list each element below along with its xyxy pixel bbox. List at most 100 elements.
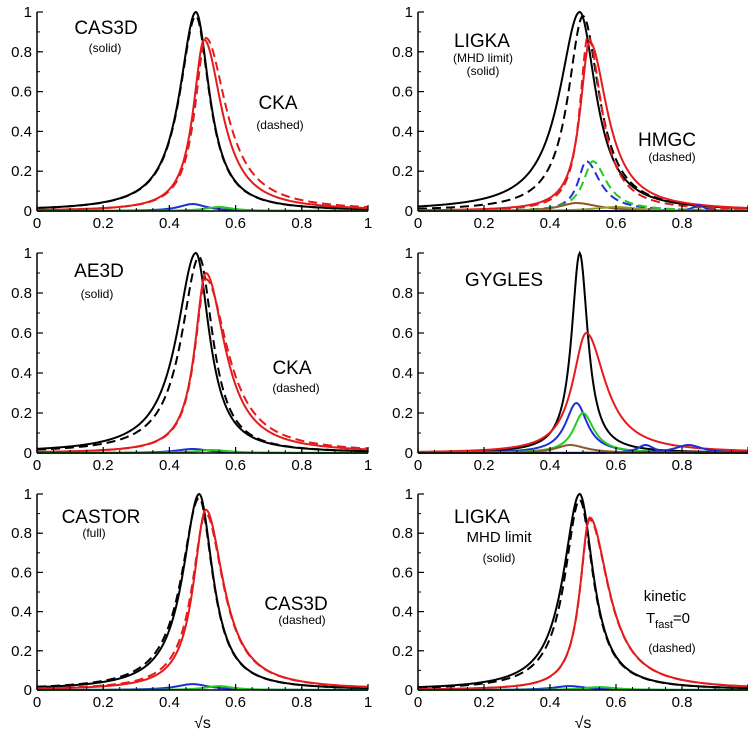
y-tick-label: 0.8 [11, 525, 32, 542]
annotation-title: CASTOR [62, 507, 141, 528]
x-tick-label: 0.6 [225, 457, 246, 474]
annotation-title: CAS3D [264, 594, 327, 615]
x-tick-label: 0.8 [672, 457, 693, 474]
annotation-subtitle: (dashed) [256, 118, 303, 132]
panel-top-right: 0 0.2 0.4 0.6 0.8 0 0.2 0.4 0.6 0.8 1 LIGKA(MHD lim… [392, 4, 748, 232]
x-tick-label: 0 [414, 457, 422, 474]
annotation-subtitle: MHD limit [467, 529, 533, 546]
y-tick-label: 0.4 [392, 365, 413, 382]
y-tick-label: 0.4 [392, 604, 413, 621]
series-line-red-solid-2 [36, 38, 369, 211]
y-tick-label: 0.6 [11, 325, 32, 342]
y-tick-label: 0.2 [11, 643, 32, 660]
annotation-note: (dashed) [648, 641, 695, 655]
annotation-title: GYGLES [465, 270, 543, 291]
series-line-red-solid-1 [417, 331, 748, 453]
annotation-note: (solid) [483, 551, 516, 565]
x-tick-label: 0.4 [159, 694, 180, 711]
x-tick-label: 0.4 [540, 215, 561, 232]
x-tick-label: 0 [33, 694, 41, 711]
y-tick-label: 0.2 [392, 163, 413, 180]
x-tick-label: 0.6 [606, 215, 627, 232]
y-tick-label: 1 [24, 245, 32, 262]
y-tick-label: 0.4 [392, 123, 413, 140]
x-tick-label: 0.8 [672, 694, 693, 711]
x-tick-label: 0.2 [474, 457, 495, 474]
x-tick-label: 0 [33, 457, 41, 474]
x-tick-label: 0.2 [474, 215, 495, 232]
x-tick-label: 0.8 [291, 694, 312, 711]
series-line-black-dashed-1 [36, 496, 369, 690]
panel-middle-left: 0 0.2 0.4 0.6 0.8 1 0 0.2 0.4 0.6 0.8 1 AE3D (solid) C… [11, 245, 372, 474]
annotation-subtitle: (solid) [81, 287, 114, 301]
y-tick-label: 0.6 [11, 564, 32, 581]
annotation-title: LIGKA [454, 507, 510, 528]
x-tick-label: 0.4 [540, 694, 561, 711]
x-tick-label: 0.2 [93, 457, 114, 474]
y-tick-label: 1 [24, 486, 32, 503]
annotation-subtitle: Tfast=0 [646, 610, 690, 631]
x-tick-label: 0.8 [672, 215, 693, 232]
y-tick-label: 0.2 [11, 163, 32, 180]
y-tick-label: 0.8 [392, 525, 413, 542]
x-tick-label: 1 [364, 457, 372, 474]
annotation-subtitle: (dashed) [648, 150, 695, 164]
y-tick-label: 0.6 [392, 564, 413, 581]
x-tick-label: 0.6 [606, 694, 627, 711]
annotation-subtitle: (MHD limit) [453, 51, 513, 65]
x-tick-label: 0.4 [540, 457, 561, 474]
x-tick-label: 1 [364, 215, 372, 232]
y-tick-label: 0 [405, 445, 413, 462]
x-axis-label: √s [575, 715, 592, 732]
series-line-red-dashed-3 [36, 512, 369, 690]
annotation-title: HMGC [638, 130, 696, 151]
y-tick-label: 1 [405, 245, 413, 262]
series-line-green-dashed-5 [418, 160, 748, 212]
panel-top-left: 0 0.2 0.4 0.6 0.8 1 0 0.2 0.4 0.6 0.8 1 CAS3D (solid)… [11, 4, 372, 232]
x-tick-label: 0 [414, 694, 422, 711]
annotation-note: (solid) [467, 64, 500, 78]
series-line-red-solid-2 [36, 271, 369, 453]
y-tick-label: 1 [24, 4, 32, 21]
series-line-black-dashed-1 [36, 255, 369, 453]
series-line-black-solid-0 [417, 10, 748, 210]
annotation-title: AE3D [74, 261, 124, 282]
series-line-red-solid-2 [417, 40, 748, 212]
y-tick-label: 0.6 [392, 84, 413, 101]
y-tick-label: 0 [24, 445, 32, 462]
y-tick-label: 0.8 [11, 285, 32, 302]
annotation-title: kinetic [644, 588, 687, 605]
series-line-black-dashed-1 [417, 498, 748, 690]
y-tick-label: 0.6 [11, 84, 32, 101]
y-tick-label: 0.2 [392, 643, 413, 660]
annotation-subtitle: (dashed) [278, 613, 325, 627]
x-tick-label: 0.4 [159, 215, 180, 232]
annotation-subtitle: (solid) [89, 41, 122, 55]
y-tick-label: 0 [405, 682, 413, 699]
series-line-red-dashed-3 [417, 518, 748, 691]
x-tick-label: 0.2 [474, 694, 495, 711]
y-tick-label: 0.8 [392, 44, 413, 61]
y-tick-label: 0.4 [11, 604, 32, 621]
x-tick-label: 0.6 [225, 694, 246, 711]
x-tick-label: 0.4 [159, 457, 180, 474]
series-line-red-dashed-3 [36, 277, 369, 453]
series-line-black-solid-0 [417, 492, 748, 690]
y-tick-label: 0.2 [11, 405, 32, 422]
x-tick-label: 0 [33, 215, 41, 232]
y-tick-label: 0.2 [392, 405, 413, 422]
panel-bottom-left: 0 0.2 0.4 0.6 0.8 1 0 0.2 0.4 0.6 0.8 1 √s CASTOR(ful… [11, 486, 372, 732]
x-tick-label: 0.6 [606, 457, 627, 474]
series-line-black-dashed-1 [417, 14, 748, 210]
x-tick-label: 1 [364, 694, 372, 711]
annotation-subtitle: (dashed) [272, 381, 319, 395]
y-tick-label: 1 [405, 486, 413, 503]
y-tick-label: 1 [405, 4, 413, 21]
annotation-title: CKA [272, 358, 311, 379]
x-tick-label: 0 [414, 215, 422, 232]
series-line-black-dashed-1 [36, 14, 369, 211]
y-tick-label: 0 [405, 203, 413, 220]
x-tick-label: 0.8 [291, 457, 312, 474]
